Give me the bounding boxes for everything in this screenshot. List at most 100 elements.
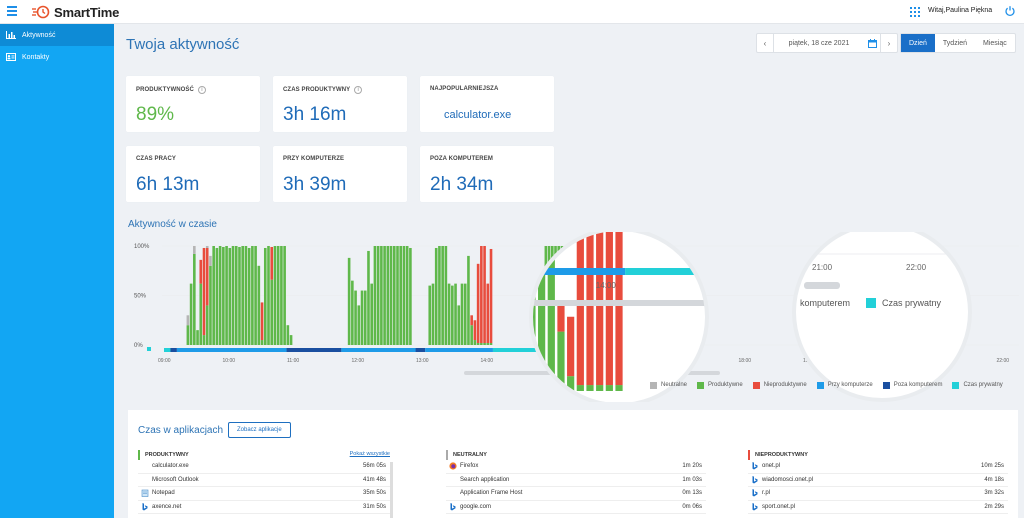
activity-bar	[367, 250, 370, 345]
activity-bar	[576, 385, 584, 391]
activity-bar	[576, 232, 584, 386]
app-row[interactable]: Firefox 1m 20s	[446, 460, 706, 474]
tab-week[interactable]: Tydzień	[942, 39, 968, 47]
activity-bar	[386, 246, 390, 345]
stat-label: CZAS PRACY	[136, 156, 177, 162]
activity-bar	[357, 305, 361, 345]
activity-bar	[454, 283, 457, 345]
activity-bar	[480, 246, 483, 344]
app-row[interactable]: onet.pl 10m 25s	[748, 460, 1008, 474]
menu-icon[interactable]	[7, 6, 17, 16]
prev-day-button[interactable]: ‹	[763, 38, 767, 48]
legend-item: Produktywne	[697, 381, 743, 389]
x-tick-label: 10:00	[223, 358, 236, 364]
activity-bar	[205, 246, 209, 248]
activity-bar	[283, 246, 286, 345]
contact-card-icon	[6, 53, 16, 61]
timeline-marker	[147, 347, 151, 351]
activity-bar	[499, 232, 506, 391]
activity-bar	[470, 315, 473, 326]
activity-bar	[373, 246, 377, 345]
activity-bar	[470, 232, 477, 391]
chart-legend: Neutralne Produktywne Nieproduktywne Prz…	[650, 380, 1003, 390]
app-row[interactable]: wiadomosci.onet.pl 4m 18s	[748, 474, 1008, 487]
app-row[interactable]: google.com 0m 06s	[446, 501, 706, 514]
app-time: 3m 32s	[984, 490, 1004, 497]
activity-bar	[547, 232, 555, 391]
stat-value[interactable]: calculator.exe	[444, 109, 512, 121]
legend-swatch	[697, 381, 705, 389]
activity-bar	[444, 246, 448, 345]
calendar-button[interactable]	[864, 34, 880, 52]
app-name: axence.net	[152, 503, 182, 510]
date-field[interactable]: piątek, 18 cze 2021	[788, 39, 850, 47]
legend-label: Nieproduktywne	[763, 382, 807, 388]
activity-bar	[225, 246, 228, 345]
zoom-legend-swatch	[866, 298, 876, 308]
app-time: 4m 18s	[984, 476, 1004, 483]
see-apps-button[interactable]: Zobacz aplikacje	[228, 422, 291, 438]
timeline-segment	[170, 348, 177, 352]
apps-column-unproductive: NIEPRODUKTYWNY onet.pl 10m 25s wiadomosci.…	[748, 450, 1008, 514]
activity-bar	[460, 283, 464, 345]
activity-bar	[780, 232, 787, 391]
activity-bar	[267, 246, 270, 345]
app-row[interactable]: Application Frame Host 0m 13s	[446, 487, 706, 501]
activity-bar	[473, 320, 477, 341]
app-logo[interactable]: SmartTime	[32, 3, 119, 21]
activity-bar	[199, 259, 203, 284]
zoom-scrollbar	[804, 282, 840, 289]
app-row[interactable]: Microsoft Outlook 41m 48s	[138, 474, 390, 487]
activity-bar	[260, 302, 264, 341]
app-time: 0m 13s	[682, 490, 702, 497]
activity-bar	[376, 246, 380, 345]
bar-chart-icon	[6, 31, 16, 39]
app-row[interactable]: calculator.exe 56m 05s	[138, 460, 390, 474]
sidebar-item-activity[interactable]: Aktywność	[0, 24, 114, 46]
y-tick-label: 0%	[134, 343, 143, 349]
activity-bar	[199, 283, 203, 345]
activity-bar	[202, 247, 206, 336]
tab-month[interactable]: Miesiąc	[983, 39, 1007, 47]
activity-bar	[193, 246, 196, 254]
app-row[interactable]: axence.net 31m 50s	[138, 501, 390, 514]
activity-bar	[557, 301, 565, 332]
apps-column-neutral: NEUTRALNY Firefox 1m 20s Search applicatio…	[446, 450, 706, 514]
activity-bar	[276, 246, 280, 345]
app-row[interactable]: Search application 1m 03s	[446, 474, 706, 487]
activity-bar	[486, 343, 490, 345]
sidebar-item-contacts[interactable]: Kontakty	[0, 46, 114, 68]
app-name: Microsoft Outlook	[152, 476, 199, 483]
activity-bar	[351, 280, 354, 345]
apps-scrollbar[interactable]	[390, 462, 393, 518]
app-time: 1m 03s	[682, 476, 702, 483]
apps-grid-icon[interactable]	[910, 7, 920, 17]
stat-label: NAJPOPULARNIEJSZA	[430, 86, 499, 92]
user-greeting[interactable]: Witaj,Paulina Piękna	[928, 7, 993, 14]
activity-bar	[270, 246, 274, 280]
activity-bar	[251, 246, 254, 345]
info-icon[interactable]: i	[197, 86, 206, 94]
app-row[interactable]: Notepad 35m 50s	[138, 487, 390, 501]
app-time: 41m 48s	[362, 476, 386, 483]
activity-bar	[615, 232, 623, 386]
stat-value: 3h 39m	[283, 174, 347, 195]
app-row[interactable]: sport.onet.pl 2m 29s	[748, 501, 1008, 514]
stat-value: 89%	[136, 104, 175, 125]
activity-bar	[605, 232, 613, 386]
power-icon[interactable]	[1004, 5, 1016, 17]
activity-bar	[363, 290, 367, 345]
show-all-link[interactable]: Pokaż wszystkie	[349, 451, 390, 457]
activity-bar	[467, 255, 470, 345]
activity-bar	[273, 246, 277, 345]
legend-item: Czas prywatny	[952, 381, 1003, 389]
info-icon[interactable]: i	[354, 86, 363, 94]
stat-label: PRODUKTYWNOŚĆ i	[136, 86, 206, 94]
activity-bar	[360, 290, 364, 345]
app-name: SmartTime	[54, 4, 120, 20]
next-day-button[interactable]: ›	[887, 38, 891, 48]
activity-bar	[247, 247, 251, 345]
activity-bar	[438, 246, 441, 345]
app-row[interactable]: r.pl 3m 32s	[748, 487, 1008, 501]
tab-day[interactable]: Dzień	[901, 34, 935, 52]
